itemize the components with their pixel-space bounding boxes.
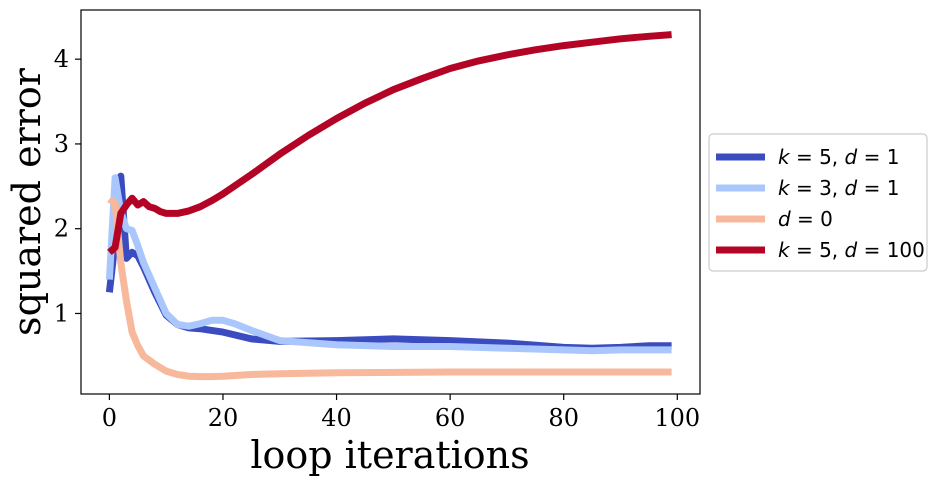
x-tick-label: 100 <box>654 404 700 432</box>
y-tick-label: 3 <box>54 130 69 158</box>
y-axis-ticks: 1 2 3 4 <box>54 45 81 327</box>
series-line-k-5-d-100 <box>107 31 672 256</box>
legend-label: d = 0 <box>778 207 833 231</box>
x-tick-label: 60 <box>435 404 466 432</box>
legend-label: k = 3, d = 1 <box>778 176 899 200</box>
x-axis-ticks: 0 20 40 60 80 100 <box>102 394 700 432</box>
x-tick-label: 80 <box>548 404 579 432</box>
legend-label: k = 5, d = 1 <box>778 145 899 169</box>
x-tick-label: 20 <box>208 404 239 432</box>
y-tick-label: 4 <box>54 45 69 73</box>
x-tick-label: 0 <box>102 404 117 432</box>
y-axis-label: squared error <box>5 67 49 336</box>
y-tick-label: 2 <box>54 215 69 243</box>
legend-frame <box>708 133 928 272</box>
legend: k = 5, d = 1 k = 3, d = 1 d = 0 k = 5, d = … <box>708 133 928 272</box>
x-axis-label: loop iterations <box>250 433 529 477</box>
series-line-d-0 <box>107 196 672 381</box>
y-tick-label: 1 <box>54 299 69 327</box>
x-tick-label: 40 <box>321 404 352 432</box>
legend-label: k = 5, d = 100 <box>778 238 925 262</box>
series-group <box>105 31 672 381</box>
series-line-k-3-d-1 <box>105 174 672 355</box>
